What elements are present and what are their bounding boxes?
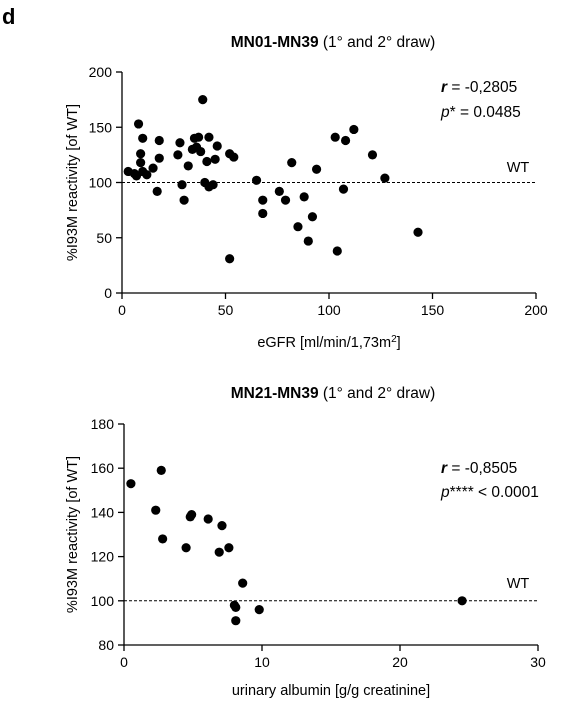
- data-point: [231, 602, 241, 613]
- data-point: [154, 153, 164, 163]
- data-point: [303, 236, 313, 246]
- data-point: [133, 119, 144, 129]
- panel-letter: d: [2, 4, 15, 29]
- data-point: [210, 154, 220, 164]
- wt-reference-label: WT: [507, 160, 530, 176]
- x-tick-label: 0: [118, 302, 126, 318]
- data-point: [202, 156, 212, 167]
- x-axis-label: eGFR [ml/min/1,73m2]: [257, 334, 400, 352]
- x-axis-label-superscript: 2: [391, 334, 397, 345]
- data-point: [142, 170, 152, 180]
- x-tick-label: 150: [421, 302, 445, 318]
- data-point: [173, 150, 183, 160]
- data-point: [332, 246, 342, 256]
- data-point: [151, 505, 161, 515]
- data-point: [204, 132, 214, 142]
- p-statistic: p**** < 0.0001: [440, 484, 539, 501]
- y-tick-label: 100: [91, 593, 115, 609]
- x-tick-label: 200: [524, 302, 548, 318]
- chart-title-bold: MN01-MN39: [231, 34, 319, 51]
- data-point: [175, 138, 185, 148]
- data-point: [126, 479, 136, 489]
- chart-title-rest: (1° and 2° draw): [319, 385, 436, 402]
- y-tick-label: 200: [89, 64, 113, 80]
- r-statistic: r = -0,2805: [441, 79, 517, 96]
- chart-top: MN01-MN39 (1° and 2° draw) 0 50 100 150 200 0 5…: [65, 34, 548, 351]
- data-point: [152, 186, 162, 196]
- data-point: [307, 212, 318, 222]
- y-tick-label: 120: [91, 549, 115, 565]
- y-tick-label: 80: [98, 637, 114, 653]
- data-point: [198, 95, 208, 105]
- x-tick-label: 50: [218, 302, 234, 318]
- data-point: [311, 164, 322, 174]
- data-point: [349, 124, 359, 135]
- x-tick-label: 100: [317, 302, 341, 318]
- data-point: [338, 184, 349, 194]
- data-point: [179, 195, 189, 205]
- chart-title: MN01-MN39 (1° and 2° draw): [231, 34, 436, 51]
- data-point: [238, 578, 248, 588]
- chart-title-bold: MN21-MN39: [231, 385, 319, 402]
- data-point: [148, 163, 158, 173]
- wt-reference-label: WT: [507, 576, 530, 592]
- y-tick-label: 100: [89, 175, 113, 191]
- data-point: [203, 514, 213, 524]
- data-point: [258, 208, 268, 219]
- data-point: [229, 152, 239, 162]
- data-point: [136, 158, 146, 168]
- data-point: [413, 227, 423, 237]
- data-point: [330, 132, 340, 142]
- y-tick-label: 160: [91, 460, 115, 476]
- data-point: [251, 175, 262, 185]
- x-axis-label: urinary albumin [g/g creatinine]: [232, 683, 430, 699]
- data-point: [224, 543, 234, 553]
- chart-title: MN21-MN39 (1° and 2° draw): [231, 385, 436, 402]
- x-tick-label: 10: [254, 654, 270, 670]
- data-point: [254, 605, 264, 615]
- data-point: [177, 180, 187, 190]
- data-point: [367, 150, 378, 160]
- y-tick-label: 180: [91, 416, 115, 432]
- p-statistic: p* = 0.0485: [440, 104, 521, 121]
- chart-bottom: MN21-MN39 (1° and 2° draw) 0 10 20 30 80 100 12…: [65, 385, 546, 699]
- data-point: [193, 132, 204, 142]
- data-point: [214, 547, 224, 557]
- data-point: [258, 195, 268, 205]
- data-point: [136, 149, 146, 159]
- data-point: [183, 161, 193, 171]
- y-axis-label: %I93M reactivity [of WT]: [65, 104, 81, 261]
- data-point: [457, 596, 467, 606]
- data-point: [138, 133, 148, 143]
- data-point: [340, 135, 351, 146]
- data-point: [217, 521, 227, 531]
- data-point: [212, 141, 222, 151]
- chart-title-rest: (1° and 2° draw): [319, 34, 436, 51]
- data-point: [181, 543, 191, 553]
- x-tick-label: 0: [120, 654, 128, 670]
- data-point: [299, 192, 309, 202]
- x-tick-label: 30: [530, 654, 546, 670]
- data-point: [274, 186, 284, 196]
- data-point: [208, 180, 218, 190]
- y-tick-label: 50: [96, 230, 112, 246]
- data-point: [158, 534, 168, 544]
- data-point: [280, 195, 291, 205]
- r-statistic: r = -0,8505: [441, 460, 517, 477]
- data-point: [287, 158, 297, 168]
- data-point: [225, 254, 235, 264]
- data-point: [154, 135, 164, 146]
- data-point: [380, 173, 390, 183]
- y-axis-label: %I93M reactivity [of WT]: [65, 456, 81, 613]
- data-point: [196, 146, 206, 157]
- y-tick-label: 140: [91, 504, 115, 520]
- data-point: [187, 510, 197, 520]
- data-point: [231, 616, 241, 626]
- x-tick-label: 20: [392, 654, 408, 670]
- data-point: [293, 222, 303, 232]
- data-point: [156, 465, 166, 476]
- y-tick-label: 150: [89, 119, 113, 135]
- y-tick-label: 0: [104, 285, 112, 301]
